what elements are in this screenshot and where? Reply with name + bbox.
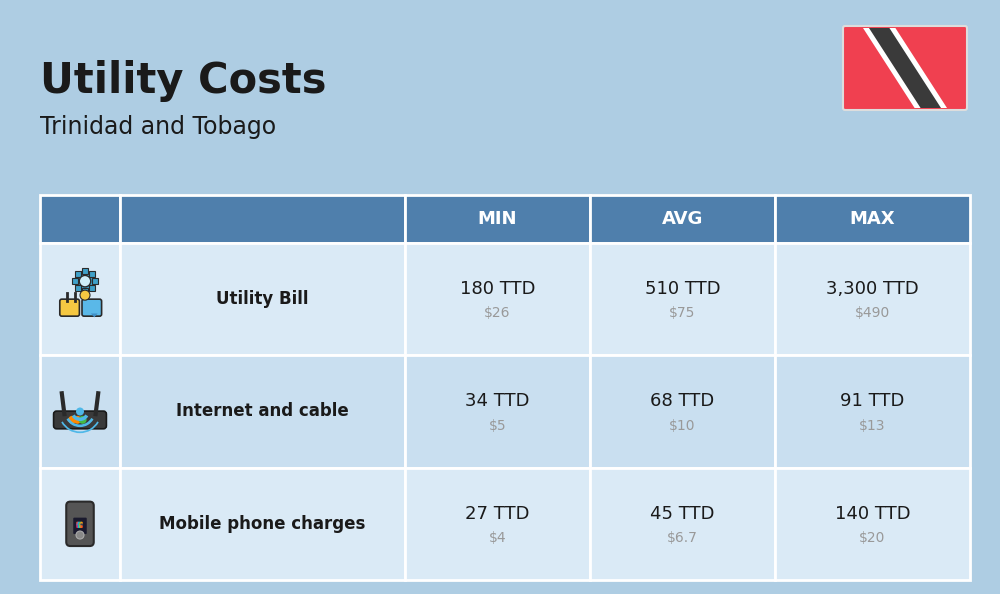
FancyBboxPatch shape [775, 355, 970, 467]
FancyBboxPatch shape [60, 299, 79, 316]
Text: MIN: MIN [478, 210, 517, 228]
Text: 510 TTD: 510 TTD [645, 280, 720, 298]
Text: Utility Costs: Utility Costs [40, 60, 326, 102]
Text: $75: $75 [669, 306, 696, 320]
FancyBboxPatch shape [76, 525, 79, 528]
Bar [92, 278, 98, 284]
FancyBboxPatch shape [120, 467, 405, 580]
Text: 91 TTD: 91 TTD [840, 393, 905, 410]
FancyBboxPatch shape [120, 355, 405, 467]
Polygon shape [845, 28, 863, 60]
FancyBboxPatch shape [843, 26, 967, 110]
Circle shape [76, 407, 84, 415]
Circle shape [73, 416, 81, 424]
FancyBboxPatch shape [78, 523, 80, 526]
FancyBboxPatch shape [79, 525, 81, 528]
Text: $10: $10 [669, 419, 696, 432]
Text: 140 TTD: 140 TTD [835, 505, 910, 523]
FancyBboxPatch shape [590, 355, 775, 467]
FancyBboxPatch shape [78, 522, 80, 525]
FancyBboxPatch shape [775, 195, 970, 243]
FancyBboxPatch shape [80, 523, 83, 526]
Circle shape [75, 271, 95, 291]
Bar [75, 271, 81, 277]
Text: $5: $5 [489, 419, 506, 432]
FancyBboxPatch shape [73, 517, 87, 534]
FancyBboxPatch shape [80, 522, 83, 525]
FancyBboxPatch shape [79, 522, 81, 525]
Text: Internet and cable: Internet and cable [176, 403, 349, 421]
Bar [72, 278, 78, 284]
FancyBboxPatch shape [78, 525, 80, 528]
FancyBboxPatch shape [405, 467, 590, 580]
FancyBboxPatch shape [405, 243, 590, 355]
Text: $490: $490 [855, 306, 890, 320]
Text: MAX: MAX [850, 210, 895, 228]
FancyBboxPatch shape [590, 467, 775, 580]
FancyBboxPatch shape [80, 525, 83, 528]
FancyBboxPatch shape [54, 411, 106, 429]
Text: 34 TTD: 34 TTD [465, 393, 530, 410]
Text: 68 TTD: 68 TTD [650, 393, 715, 410]
Polygon shape [863, 28, 947, 108]
Circle shape [76, 531, 84, 539]
Polygon shape [947, 76, 965, 108]
Text: 3,300 TTD: 3,300 TTD [826, 280, 919, 298]
FancyBboxPatch shape [590, 243, 775, 355]
FancyBboxPatch shape [76, 522, 79, 525]
Bar [75, 285, 81, 291]
Text: AVG: AVG [662, 210, 703, 228]
Text: 45 TTD: 45 TTD [650, 505, 715, 523]
Text: $4: $4 [489, 531, 506, 545]
FancyBboxPatch shape [79, 523, 81, 526]
FancyBboxPatch shape [40, 355, 120, 467]
FancyBboxPatch shape [405, 195, 590, 243]
FancyBboxPatch shape [66, 502, 94, 546]
Circle shape [80, 290, 90, 300]
FancyBboxPatch shape [40, 195, 120, 243]
Text: Trinidad and Tobago: Trinidad and Tobago [40, 115, 276, 139]
Text: $26: $26 [484, 306, 511, 320]
Bar [89, 285, 95, 291]
Text: 180 TTD: 180 TTD [460, 280, 535, 298]
Bar [82, 268, 88, 274]
Polygon shape [91, 314, 98, 317]
Text: $6.7: $6.7 [667, 531, 698, 545]
Bar [89, 271, 95, 277]
Bar [82, 288, 88, 294]
Circle shape [68, 416, 76, 424]
FancyBboxPatch shape [775, 243, 970, 355]
FancyBboxPatch shape [120, 243, 405, 355]
Circle shape [79, 276, 91, 287]
FancyBboxPatch shape [120, 195, 405, 243]
Text: Utility Bill: Utility Bill [216, 290, 309, 308]
FancyBboxPatch shape [76, 523, 79, 526]
Text: 27 TTD: 27 TTD [465, 505, 530, 523]
FancyBboxPatch shape [405, 355, 590, 467]
Text: $20: $20 [859, 531, 886, 545]
FancyBboxPatch shape [82, 299, 102, 316]
Polygon shape [869, 28, 941, 108]
Text: $13: $13 [859, 419, 886, 432]
FancyBboxPatch shape [40, 243, 120, 355]
FancyBboxPatch shape [40, 467, 120, 580]
Text: Mobile phone charges: Mobile phone charges [159, 515, 366, 533]
FancyBboxPatch shape [590, 195, 775, 243]
Circle shape [79, 416, 87, 424]
FancyBboxPatch shape [775, 467, 970, 580]
